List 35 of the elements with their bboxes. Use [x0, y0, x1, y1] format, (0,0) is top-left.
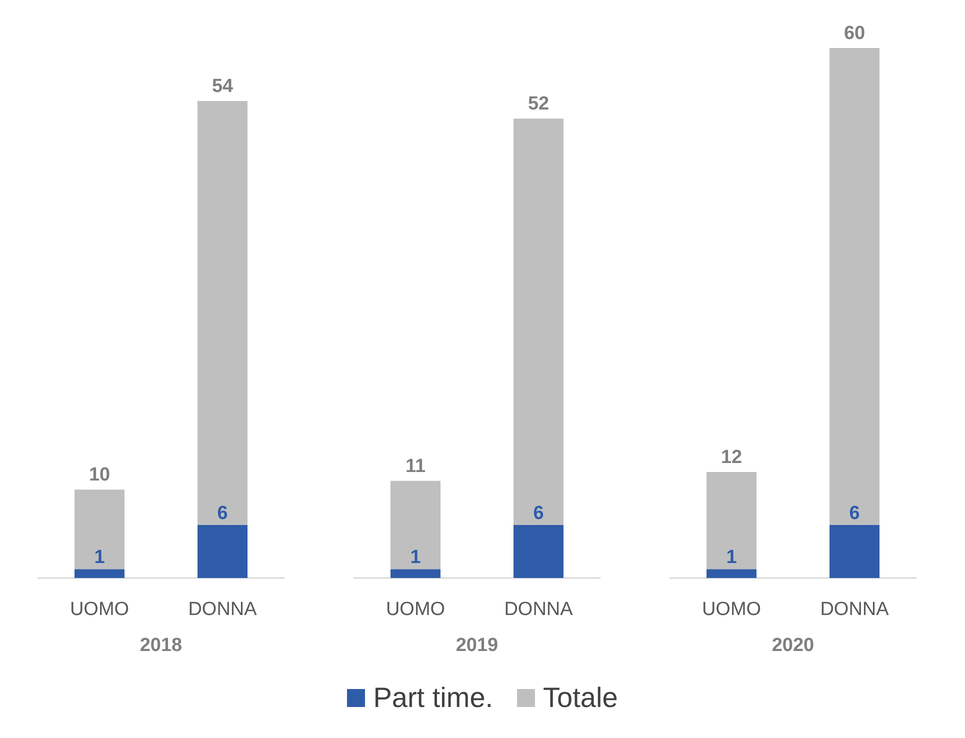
total-label: 12 [720, 447, 742, 468]
x-axis-title: 2020 [772, 635, 814, 656]
data-label: 1 [726, 547, 738, 568]
bar [830, 525, 880, 578]
data-label: 6 [217, 503, 228, 524]
data-label: 6 [533, 503, 544, 524]
total-label: 60 [844, 23, 866, 44]
data-label: 6 [849, 503, 860, 524]
legend-label: Part time. [373, 682, 494, 714]
bar [198, 101, 248, 525]
data-label: 1 [410, 547, 422, 568]
legend-label: Totale [543, 682, 618, 714]
x-tick-label: UOMO [70, 599, 130, 620]
bar [706, 472, 756, 570]
x-axis-title: 2018 [140, 635, 182, 656]
x-axis-title: 2019 [456, 635, 498, 656]
total-label: 10 [88, 464, 110, 486]
x-tick-label: UOMO [702, 599, 762, 620]
x-tick-label: UOMO [386, 599, 446, 620]
total-label: 11 [405, 456, 426, 477]
bar [390, 569, 440, 578]
data-label: 1 [94, 547, 106, 568]
bar [830, 48, 880, 525]
bar [706, 569, 756, 578]
bar [514, 118, 564, 525]
bar [198, 525, 248, 578]
total-label: 52 [528, 94, 550, 115]
bar [74, 490, 124, 570]
x-tick-label: DONNA [188, 599, 258, 620]
bar [390, 480, 440, 570]
x-tick-label: DONNA [504, 599, 574, 620]
total-label: 54 [212, 76, 234, 97]
bar [514, 525, 564, 578]
x-tick-label: DONNA [820, 599, 890, 620]
bar [74, 569, 124, 578]
